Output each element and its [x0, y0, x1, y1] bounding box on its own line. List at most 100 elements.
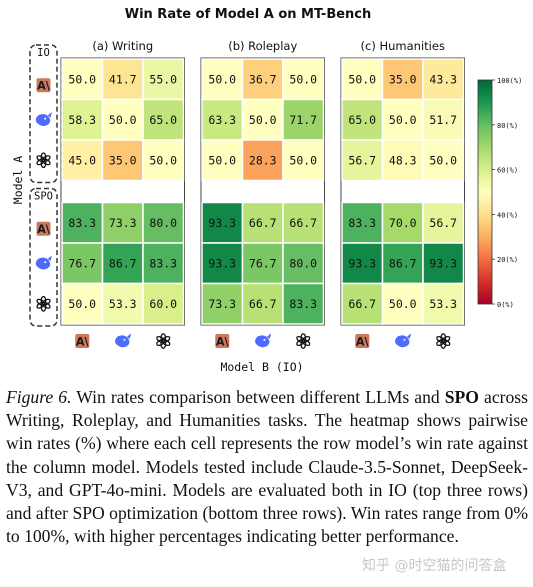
claude-icon: A\ [36, 221, 51, 236]
win-rate-heatmap-figure: Win Rate of Model A on MT-Bench (a) Writ… [11, 7, 522, 374]
cell-value-label: 28.3 [249, 153, 277, 167]
heatmap-cell [142, 58, 185, 101]
heatmap-cell [282, 58, 325, 101]
cell-value-label: 50.0 [289, 153, 317, 167]
cell-value-label: 71.7 [289, 113, 317, 127]
heatmap-cell [341, 139, 384, 182]
heatmap-cell [422, 201, 465, 244]
cell-value-label: 35.0 [109, 153, 137, 167]
claude-icon: A\ [215, 334, 230, 348]
claude-icon: A\ [355, 334, 370, 348]
heatmap-cell [201, 58, 244, 101]
cell-value-label: 83.3 [348, 216, 376, 230]
openai-icon [156, 333, 171, 349]
cell-value-label: 50.0 [68, 297, 96, 311]
heatmap-cell [381, 282, 424, 325]
colorbar-tick-label: 60(%) [497, 167, 518, 175]
panel-title: (a) Writing [92, 39, 153, 53]
cell-value-label: 50.0 [389, 297, 417, 311]
cell-value-label: 43.3 [429, 72, 457, 86]
svg-text:A\: A\ [356, 335, 370, 348]
cell-value-label: 41.7 [109, 72, 137, 86]
heatmap-cell [61, 242, 104, 285]
figure-caption: Figure 6. Win rates comparison between d… [6, 386, 528, 548]
cell-value-label: 56.7 [429, 216, 457, 230]
heatmap-cell [381, 242, 424, 285]
row-group-io: IO A\ [29, 44, 58, 184]
row-group-spo: SPO A\ [29, 187, 58, 327]
heatmap-panel-1: (a) Writing 50.0 41.7 55.0 58.3 50.0 65.0 45.0 3… [60, 39, 185, 326]
heatmap-cell [282, 282, 325, 325]
heatmap-cell [61, 282, 104, 325]
heatmap-cell [422, 98, 465, 141]
chart-title: Win Rate of Model A on MT-Bench [125, 7, 372, 22]
cell-value-label: 50.0 [249, 113, 277, 127]
heatmap-cell [422, 282, 465, 325]
row-group-label: SPO [34, 191, 53, 203]
cell-value-label: 50.0 [429, 153, 457, 167]
claude-icon: A\ [75, 334, 90, 348]
heatmap-cell [422, 58, 465, 101]
deepseek-icon [35, 255, 52, 270]
cell-value-label: 50.0 [289, 72, 317, 86]
caption-figure-label: Figure 6. [6, 387, 72, 407]
cell-value-label: 50.0 [348, 72, 376, 86]
cell-value-label: 35.0 [389, 72, 417, 86]
caption-spo: SPO [444, 387, 479, 407]
cell-value-label: 53.3 [429, 297, 457, 311]
heatmap-cell [422, 242, 465, 285]
panel-title: (b) Roleplay [228, 39, 297, 53]
cell-value-label: 50.0 [109, 113, 137, 127]
deepseek-icon [395, 333, 412, 348]
heatmap-cell [381, 201, 424, 244]
row-group-label: IO [37, 47, 50, 59]
cell-value-label: 55.0 [149, 72, 177, 86]
cell-value-label: 73.3 [208, 297, 236, 311]
cell-value-label: 86.7 [389, 256, 417, 270]
heatmap-cell [201, 139, 244, 182]
caption-text-after: across Writing, Roleplay, and Humanities… [6, 387, 528, 547]
cell-value-label: 60.0 [149, 297, 177, 311]
colorbar-tick-label: 0(%) [497, 301, 514, 309]
y-axis-label: Model A [11, 156, 25, 205]
openai-icon [296, 333, 311, 349]
cell-value-label: 66.7 [348, 297, 376, 311]
heatmap-cell [341, 201, 384, 244]
svg-text:A\: A\ [76, 335, 90, 348]
deepseek-icon [255, 333, 272, 348]
cell-value-label: 66.7 [249, 216, 277, 230]
cell-value-label: 58.3 [68, 113, 96, 127]
heatmap-cell [101, 139, 144, 182]
heatmap-cell [61, 139, 104, 182]
cell-value-label: 50.0 [208, 72, 236, 86]
cell-value-label: 73.3 [109, 216, 137, 230]
heatmap-cell [282, 139, 325, 182]
cell-value-label: 65.0 [149, 113, 177, 127]
caption-text-before: Win rates comparison between different L… [71, 387, 445, 407]
cell-value-label: 66.7 [289, 216, 317, 230]
cell-value-label: 56.7 [348, 153, 376, 167]
heatmap-cell [142, 282, 185, 325]
cell-value-label: 83.3 [289, 297, 317, 311]
cell-value-label: 70.0 [389, 216, 417, 230]
deepseek-icon [115, 333, 132, 348]
cell-value-label: 63.3 [208, 113, 236, 127]
colorbar-tick-label: 20(%) [497, 256, 518, 264]
heatmap-cell [201, 282, 244, 325]
cell-value-label: 65.0 [348, 113, 376, 127]
cell-value-label: 83.3 [68, 216, 96, 230]
cell-value-label: 80.0 [289, 256, 317, 270]
cell-value-label: 53.3 [109, 297, 137, 311]
heatmap-panel-3: (c) Humanities 50.0 35.0 43.3 65.0 50.0 51.7 56… [340, 39, 465, 326]
cell-value-label: 36.7 [249, 72, 277, 86]
cell-value-label: 45.0 [68, 153, 96, 167]
cell-value-label: 51.7 [429, 113, 457, 127]
cell-value-label: 48.3 [389, 153, 417, 167]
heatmap-cell [101, 201, 144, 244]
cell-value-label: 50.0 [68, 72, 96, 86]
x-axis-label: Model B (IO) [220, 360, 303, 374]
colorbar-tick-label: 40(%) [497, 211, 518, 219]
cell-value-label: 50.0 [149, 153, 177, 167]
cell-value-label: 83.3 [149, 256, 177, 270]
svg-text:A\: A\ [37, 80, 51, 93]
